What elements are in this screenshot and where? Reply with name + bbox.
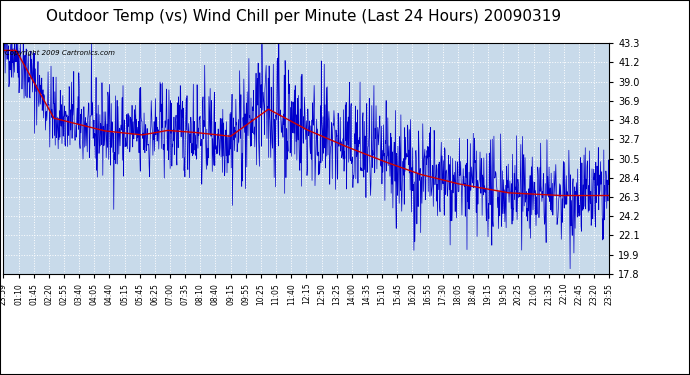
Text: Copyright 2009 Cartronics.com: Copyright 2009 Cartronics.com — [5, 50, 115, 56]
Text: Outdoor Temp (vs) Wind Chill per Minute (Last 24 Hours) 20090319: Outdoor Temp (vs) Wind Chill per Minute … — [46, 9, 561, 24]
